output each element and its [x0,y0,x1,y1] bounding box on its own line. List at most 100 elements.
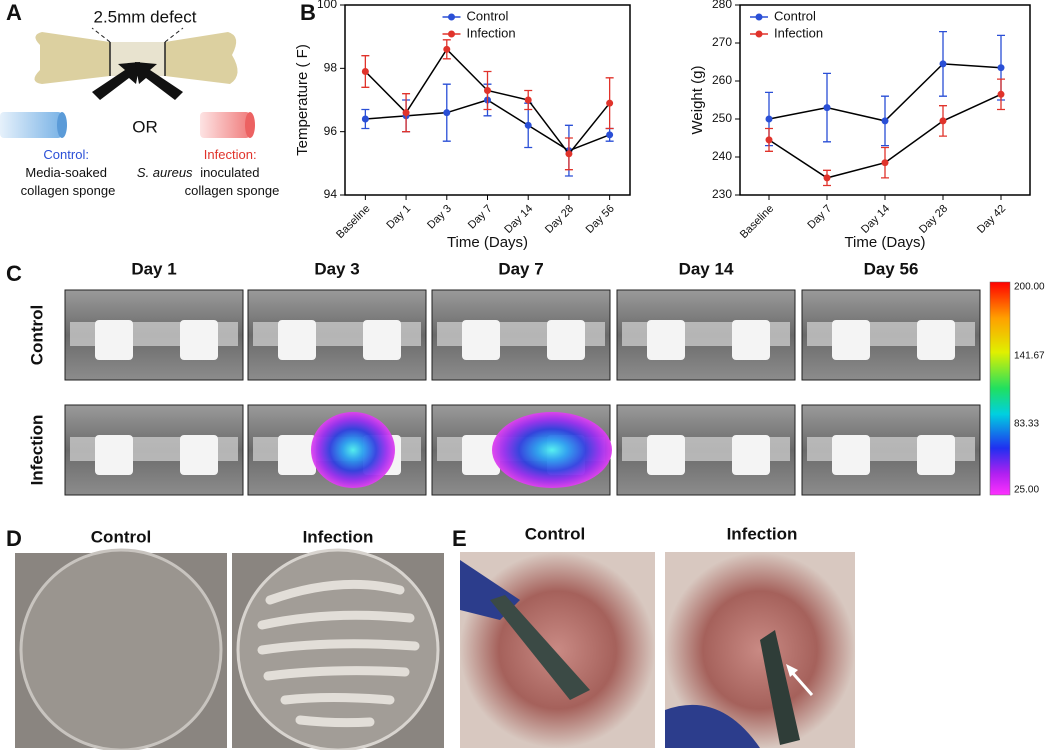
x-tick-label: Day 14 [859,203,892,236]
bone [760,630,800,745]
column-title: Day 56 [864,259,919,278]
colorbar-label: 83.33 [1014,419,1039,430]
y-axis-label: Weight (g) [689,66,706,135]
implant [278,320,316,360]
data-point [361,115,369,123]
panel-label: E [452,526,467,551]
y-tick-label: 280 [712,0,732,11]
column-title: Day 3 [314,259,359,278]
description-line: Infection: [204,147,257,162]
description-line: collagen sponge [21,183,116,198]
x-axis-label: Time (Days) [844,234,925,251]
panel-title: Infection [727,524,798,543]
legend-marker [448,30,455,38]
column-title: Day 1 [131,259,176,278]
implant [180,435,218,475]
implant [462,320,500,360]
arrow [788,669,814,696]
colorbar [989,281,1011,496]
implant [832,435,870,475]
legend-marker [755,30,763,38]
implant [647,320,685,360]
x-tick-label: Day 7 [466,203,495,232]
x-tick-label: Day 14 [502,203,535,236]
y-tick-label: 230 [712,187,732,201]
x-tick-label: Day 42 [975,203,1008,236]
implant [95,320,133,360]
panel-title: Infection [303,527,374,546]
y-tick-label: 240 [712,149,732,163]
data-point [524,121,532,129]
description-line: Media-soaked [25,165,107,180]
panel-label: D [6,526,22,551]
description-line: inoculated [200,165,259,180]
column-title: Day 7 [498,259,543,278]
y-tick-label: 270 [712,35,732,49]
data-point [997,64,1005,72]
implant [547,320,585,360]
x-tick-label: Day 3 [425,203,454,232]
x-tick-label: Baseline [738,203,776,241]
data-point [606,99,614,107]
bone [490,595,590,700]
legend-marker [755,13,763,21]
x-axis-label: Time (Days) [447,234,528,251]
data-point [606,131,614,139]
implant [95,435,133,475]
panel-label: A [6,0,22,25]
y-tick-label: 94 [324,187,338,201]
data-point [881,117,889,125]
implant [732,320,770,360]
x-tick-label: Day 28 [917,203,950,236]
description-line: Control: [43,147,89,162]
x-tick-label: Day 28 [543,203,576,236]
data-point [823,174,831,182]
y-axis-label: Temperature ( F) [294,44,311,156]
implant [917,320,955,360]
data-point [443,109,451,117]
y-tick-label: 98 [324,61,338,75]
panel-title: Control [525,524,585,543]
data-point [939,117,947,125]
data-point [524,96,532,104]
implant [180,320,218,360]
data-point [565,150,573,158]
bioluminescence [492,412,612,488]
x-tick-label: Baseline [334,203,372,241]
colony-streaks [257,579,420,728]
legend-marker [448,13,455,21]
data-point [443,45,451,53]
imaging-panel [64,289,981,496]
data-point [939,60,947,68]
panel-title: Control [91,527,151,546]
implant [832,320,870,360]
legend-label: Control [774,8,816,23]
implant [462,435,500,475]
bone-schematic [0,27,255,138]
description-line: collagen sponge [185,183,280,198]
data-point [765,115,773,123]
y-tick-label: 100 [317,0,337,11]
legend-label: Infection [467,25,516,40]
control-description: Control: Media-soaked collagen sponge [21,147,116,198]
panel-label: B [300,0,316,25]
data-point [997,90,1005,98]
panel-label: C [6,261,22,286]
legend-label: Infection [774,25,823,40]
data-point [361,68,369,75]
legend-label: Control [467,8,509,23]
implant [363,320,401,360]
colorbar-label: 141.67 [1014,351,1045,362]
plate [19,548,223,752]
defect-label: 2.5mm defect [94,7,197,26]
x-tick-label: Day 1 [384,203,413,232]
implant [917,435,955,475]
data-point [402,109,410,117]
colorbar-label: 25.00 [1014,485,1039,496]
description-line: S. aureus [137,165,193,180]
colorbar-label: 200.00 [1014,282,1045,293]
data-point [484,87,491,94]
implant [732,435,770,475]
y-tick-label: 260 [712,73,732,87]
